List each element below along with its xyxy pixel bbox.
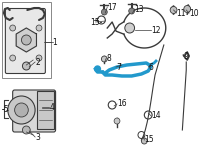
- Text: 7: 7: [116, 62, 121, 71]
- Circle shape: [125, 23, 135, 33]
- Text: 1: 1: [53, 37, 57, 46]
- Circle shape: [114, 118, 120, 124]
- Circle shape: [184, 5, 191, 12]
- Polygon shape: [16, 28, 36, 52]
- Text: 10: 10: [189, 9, 199, 17]
- Polygon shape: [37, 91, 54, 129]
- Text: 8: 8: [106, 54, 111, 62]
- Circle shape: [129, 8, 135, 14]
- Circle shape: [21, 35, 31, 45]
- FancyBboxPatch shape: [5, 9, 45, 74]
- Text: 12: 12: [151, 25, 161, 35]
- Circle shape: [101, 56, 107, 62]
- Circle shape: [36, 25, 42, 31]
- Text: 15: 15: [144, 136, 154, 145]
- Text: 17: 17: [107, 2, 117, 11]
- Text: 9: 9: [183, 51, 188, 61]
- Circle shape: [36, 55, 42, 61]
- Circle shape: [101, 9, 107, 15]
- Text: 16: 16: [117, 100, 127, 108]
- Circle shape: [22, 126, 30, 134]
- Text: 3: 3: [35, 132, 40, 142]
- Circle shape: [141, 138, 147, 144]
- Circle shape: [10, 55, 16, 61]
- Circle shape: [95, 66, 100, 72]
- Text: -5: -5: [2, 106, 10, 115]
- Circle shape: [10, 25, 16, 31]
- Circle shape: [15, 103, 28, 117]
- Text: 14: 14: [151, 112, 161, 121]
- Circle shape: [8, 96, 35, 124]
- Text: 4: 4: [50, 103, 55, 112]
- Bar: [2, 2, 51, 78]
- Text: 6: 6: [148, 62, 153, 71]
- FancyBboxPatch shape: [13, 90, 56, 132]
- Circle shape: [170, 6, 177, 14]
- Text: 13: 13: [135, 5, 144, 14]
- Circle shape: [22, 62, 30, 70]
- Text: 15-: 15-: [91, 17, 103, 26]
- Text: 11: 11: [176, 9, 186, 17]
- Text: 2: 2: [35, 57, 40, 66]
